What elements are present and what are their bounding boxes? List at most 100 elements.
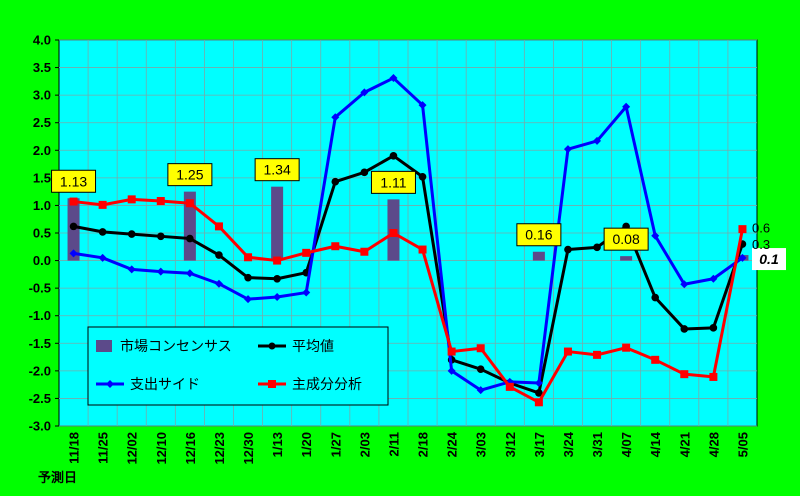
data-point-marker [651,355,660,364]
x-tick-label: 2/11 [386,432,401,457]
x-tick-label: 1/20 [299,432,314,457]
data-point-marker [651,231,660,240]
data-point-marker [156,232,165,241]
bar-value-label: 0.16 [525,227,552,243]
legend-label-expenditure: 支出サイド [130,376,200,392]
bar-value-box [603,227,649,251]
x-tick-label: 12/30 [241,432,256,465]
x-tick-label: 3/24 [561,431,576,457]
y-tick-label: 4.0 [33,33,51,48]
data-point-marker [69,249,78,258]
data-point-marker [98,253,107,262]
x-tick-label: 2/18 [416,432,431,457]
y-tick-label: 1.0 [33,198,51,213]
data-point-marker [156,197,165,206]
x-tick-label: 11/18 [67,432,82,464]
y-tick-label: -1.0 [29,308,51,323]
data-point-marker [534,398,543,407]
data-point-marker [447,347,456,356]
data-point-marker [244,253,253,262]
series-line [73,197,744,404]
data-point-marker [69,222,78,231]
data-point-marker [98,228,107,236]
x-tick-label: 2/24 [445,431,460,457]
data-point-marker [331,113,340,122]
data-point-marker [185,199,194,208]
y-tick-label: -0.5 [29,281,51,296]
y-tick-label: -2.5 [29,391,51,406]
bar-value-box [254,158,300,182]
end-value-label: 0.6 [752,220,770,235]
x-tick-label: 12/02 [125,432,140,465]
end-value-labels: 0.60.3 [752,220,770,252]
data-point-marker [331,177,340,186]
data-point-marker [302,288,311,297]
data-point-marker [680,370,689,379]
data-point-marker [331,242,340,251]
consensus-bar [271,186,284,261]
data-point-marker [389,152,398,160]
y-tick-label: 1.5 [33,170,51,185]
bar-value-labels: 1.13 1.25 1.34 1.11 0.16 0.08 0.1 [51,158,786,271]
data-point-marker [564,245,572,254]
x-tick-label: 12/23 [212,432,227,465]
data-point-marker [738,253,747,262]
data-point-marker [476,344,485,353]
x-tick-label: 3/12 [503,432,518,457]
bar-value-label: 1.25 [176,167,203,183]
data-point-marker [534,378,543,387]
data-point-marker [563,145,572,154]
data-point-marker [418,172,427,181]
x-tick-label: 2/03 [357,432,372,457]
data-point-marker [622,102,631,111]
data-point-marker [302,248,311,257]
x-tick-label: 4/21 [677,432,692,457]
data-point-marker [185,269,194,278]
data-point-marker [738,225,747,234]
x-tick-label: 4/07 [619,432,634,457]
data-point-marker [389,229,398,237]
data-point-marker [622,343,631,352]
consensus-bars [67,186,749,261]
data-point-marker [360,88,369,97]
x-axis-ticks: 11/18 11/25 12/02 12/10 12/16 12/23 12/30 1/13 1… [67,431,751,464]
legend-box [87,326,389,406]
data-point-marker [709,372,718,381]
x-tick-label: 3/31 [590,432,605,457]
series-line [73,76,744,392]
y-axis-ticks: 4.0 3.5 3.0 2.5 2.0 1.5 1.0 0.5 0.0 -0.5 -1.0 -1.5 -… [29,33,59,434]
bar-value-label: 1.34 [264,162,291,178]
bar-value-box [516,223,562,247]
data-point-marker [69,197,78,206]
data-point-marker [186,234,194,243]
data-point-marker [593,350,602,359]
bar-value-box [51,169,97,193]
legend-label-pca: 主成分分析 [292,376,362,392]
legend-swatch-consensus [96,340,112,352]
legend-marker-average [268,342,276,350]
data-point-marker [593,243,601,252]
x-tick-label: 12/10 [154,432,169,465]
bar-value-box [752,248,786,271]
bar-value-label: 0.08 [613,231,640,247]
y-tick-label: -1.5 [29,336,51,351]
consensus-bar [620,256,633,261]
data-point-marker [563,347,572,356]
data-point-marker [651,293,660,302]
data-point-marker [127,230,136,238]
bar-value-box [167,163,213,187]
y-tick-label: 2.0 [33,143,51,158]
bar-value-box [370,170,416,194]
y-tick-label: 0.5 [33,226,51,241]
data-point-marker [214,222,223,231]
data-point-marker [593,136,602,145]
data-point-marker [360,168,369,177]
y-tick-label: 0.0 [33,253,51,268]
data-point-marker [214,279,223,288]
x-tick-label: 3/17 [532,432,547,457]
x-tick-label: 11/25 [96,432,111,464]
data-point-marker [476,386,485,395]
data-point-marker [127,265,136,274]
x-tick-label: 3/03 [474,432,489,457]
x-tick-label: 1/13 [270,432,285,457]
